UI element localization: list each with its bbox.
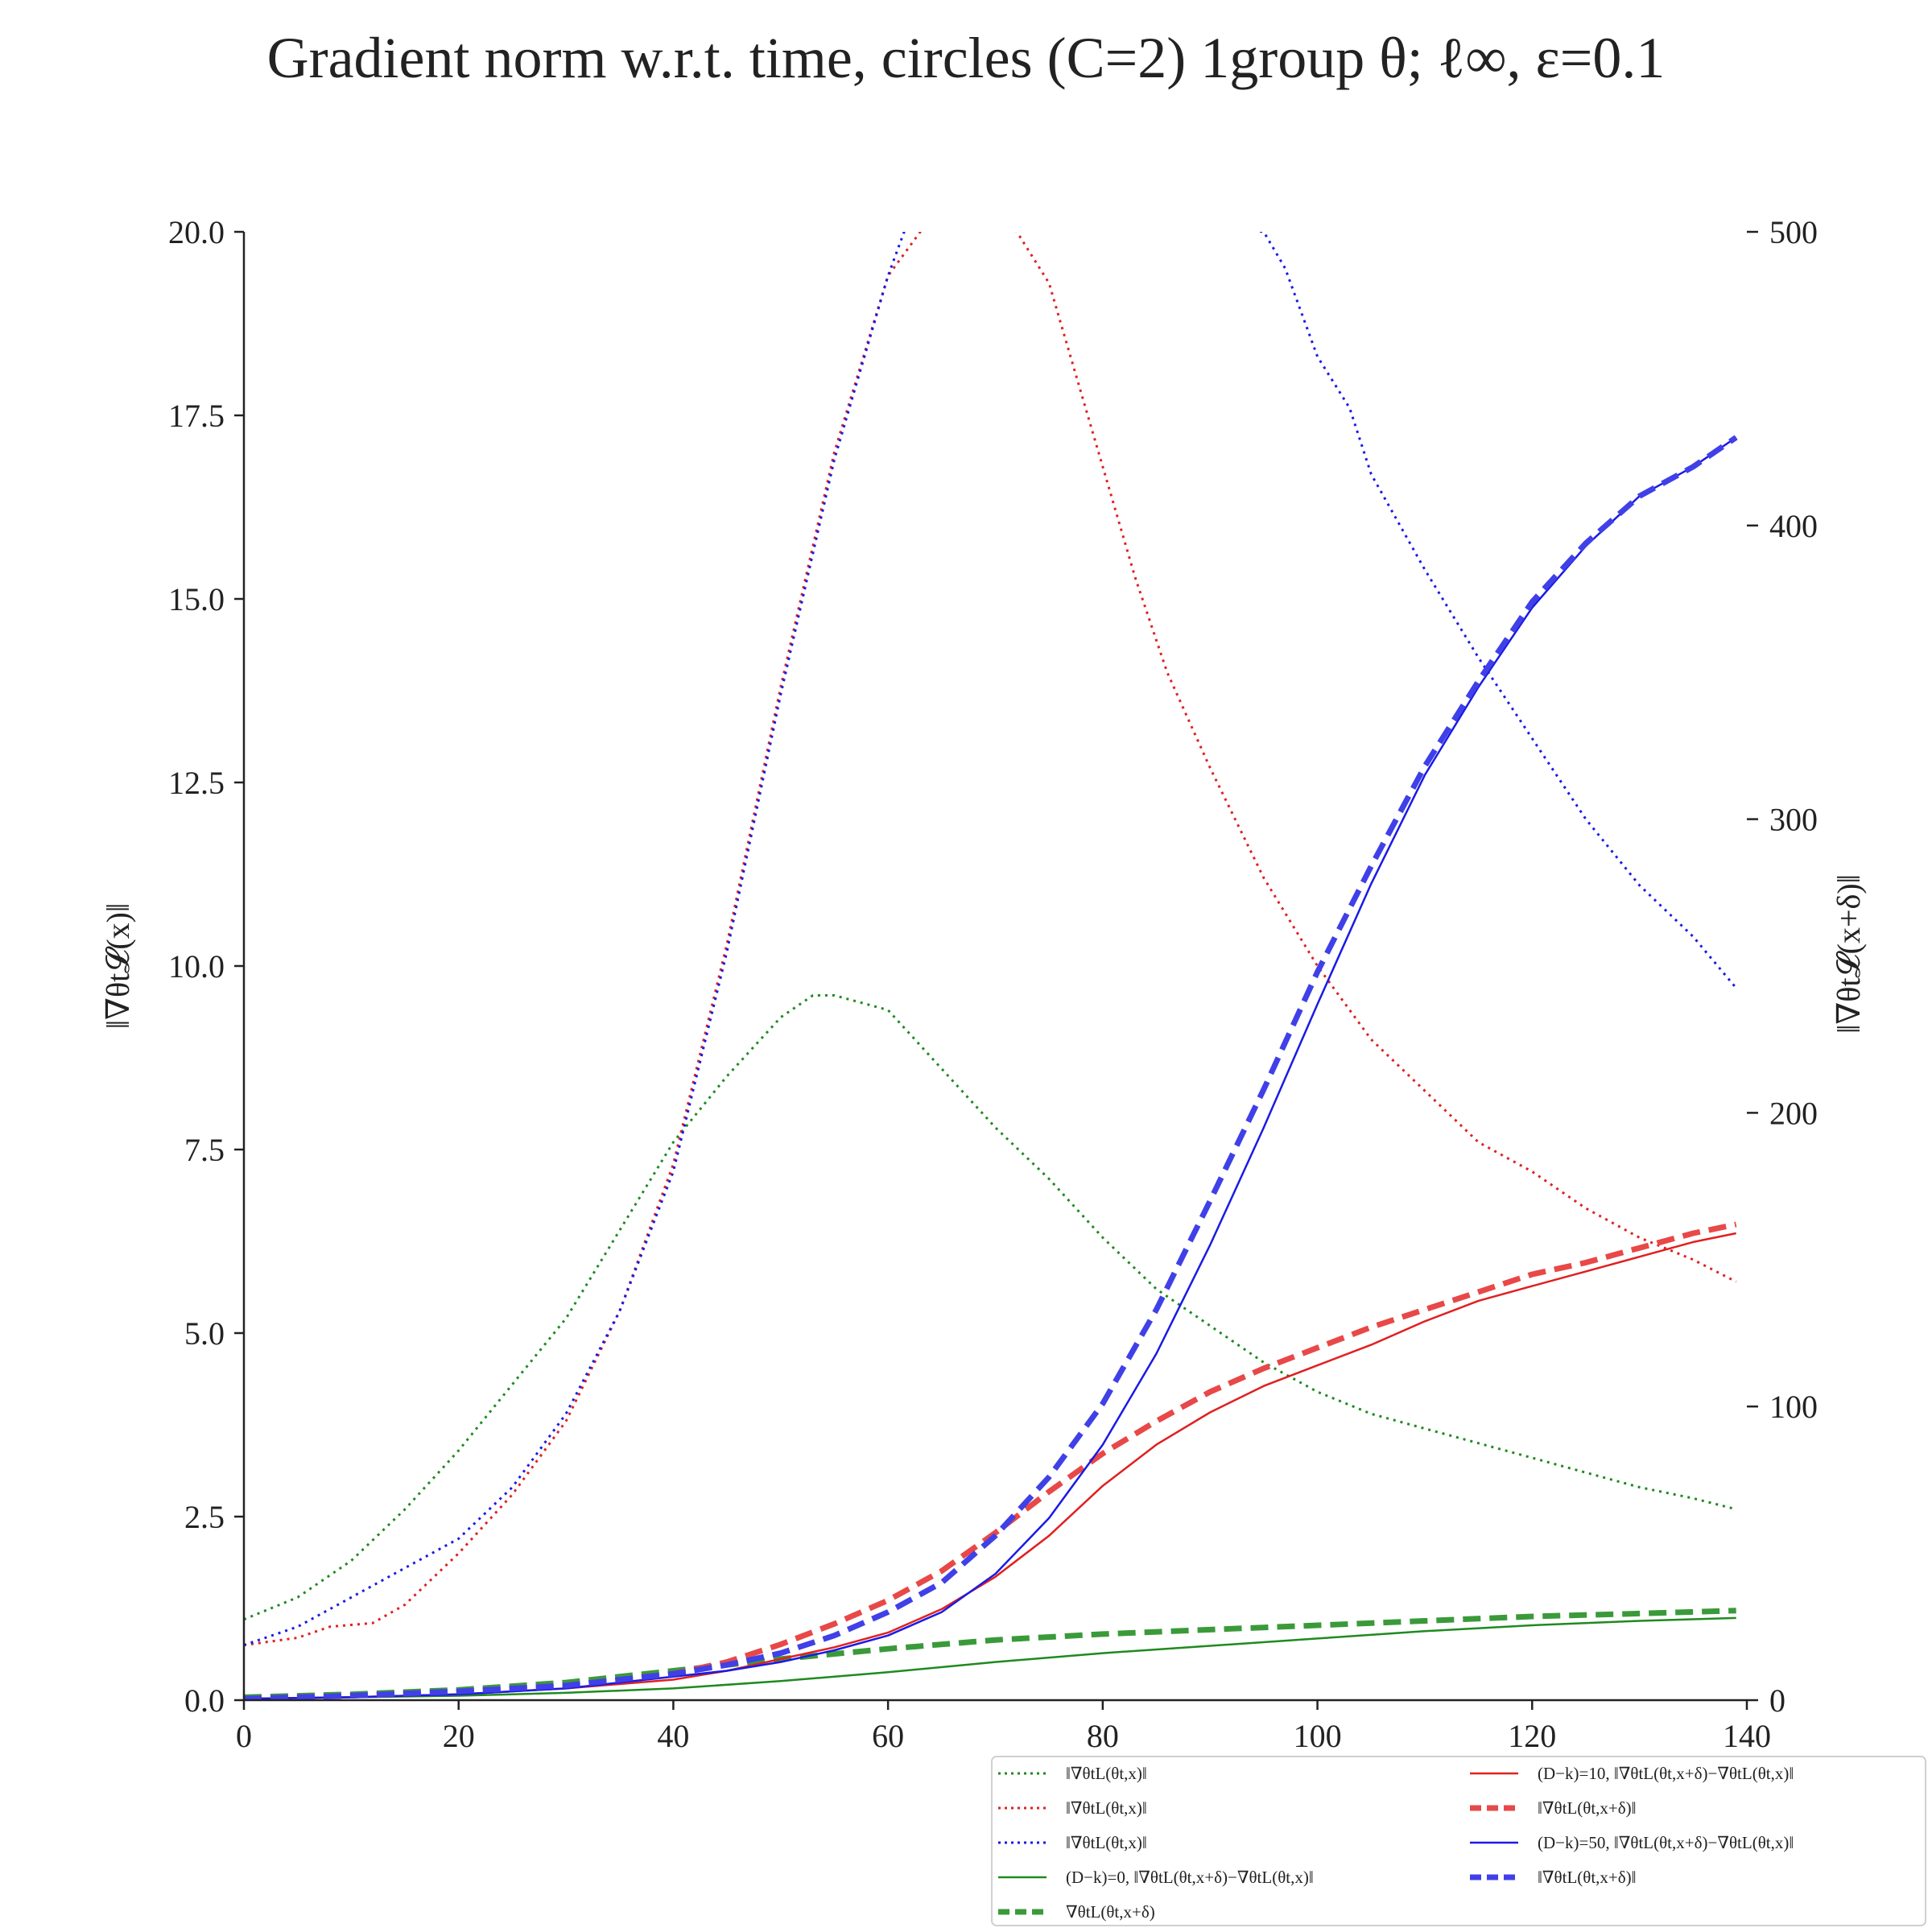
series-line-1 xyxy=(244,994,1737,1621)
y-right-tick-label: 300 xyxy=(1769,802,1818,838)
legend-label: (D−k)=0, ‖∇θtL(θt,x+δ)−∇θtL(θt,x)‖ xyxy=(1066,1868,1314,1887)
legend-label: ‖∇θtL(θt,x+δ)‖ xyxy=(1538,1868,1637,1887)
series-line-7 xyxy=(244,1221,1737,1700)
x-tick-label: 0 xyxy=(236,1718,252,1754)
y-left-tick-label: 20.0 xyxy=(168,214,225,250)
x-tick-label: 100 xyxy=(1294,1718,1342,1754)
y-left-tick-label: 2.5 xyxy=(184,1499,225,1535)
legend-label: ∇θtL(θt,x+δ) xyxy=(1066,1902,1155,1922)
y-right-tick-label: 0 xyxy=(1769,1682,1785,1719)
y-axis-right-label: ‖∇θt𝓛(x+δ)‖ xyxy=(1831,874,1867,1034)
legend-label: ‖∇θtL(θt,x)‖ xyxy=(1066,1833,1147,1852)
axes-layer xyxy=(242,232,1747,1702)
legend-label: (D−k)=10, ‖∇θtL(θt,x+δ)−∇θtL(θt,x)‖ xyxy=(1538,1764,1794,1783)
legend-label: ‖∇θtL(θt,x+δ)‖ xyxy=(1538,1798,1637,1818)
series-line-9 xyxy=(244,435,1738,1700)
y-left-tick-label: 7.5 xyxy=(184,1132,225,1168)
x-ticks: 0 20 40 60 80 100 120 140 xyxy=(236,1700,1771,1754)
series-line-4 xyxy=(244,1616,1736,1700)
y-right-ticks: 0 100 200 300 400 500 xyxy=(1747,214,1818,1719)
y-left-tick-label: 17.5 xyxy=(168,398,225,434)
series-line-5 xyxy=(244,1608,1736,1700)
x-tick-label: 80 xyxy=(1087,1718,1119,1754)
legend: ‖∇θtL(θt,x)‖ ‖∇θtL(θt,x)‖ ‖∇θtL(θt,x)‖ (D−k… xyxy=(991,1756,1926,1926)
legend-label: ‖∇θtL(θt,x)‖ xyxy=(1066,1798,1147,1818)
y-left-tick-label: 5.0 xyxy=(184,1315,225,1352)
y-left-tick-label: 0.0 xyxy=(184,1682,225,1719)
x-tick-label: 20 xyxy=(443,1718,475,1754)
y-axis-left-label: ‖∇θt𝓛(x)‖ xyxy=(100,903,136,1029)
y-right-tick-label: 400 xyxy=(1769,508,1818,544)
y-left-tick-label: 10.0 xyxy=(168,948,225,985)
y-right-tick-label: 100 xyxy=(1769,1389,1818,1425)
y-right-tick-label: 200 xyxy=(1769,1095,1818,1131)
y-left-ticks: 0.0 2.5 5.0 7.5 10.0 12.5 15.0 17.5 20.0 xyxy=(168,214,244,1719)
chart-title: Gradient norm w.r.t. time, circles (C=2)… xyxy=(267,26,1666,90)
x-tick-label: 60 xyxy=(872,1718,904,1754)
legend-frame xyxy=(991,1756,1926,1926)
legend-label: (D−k)=50, ‖∇θtL(θt,x+δ)−∇θtL(θt,x)‖ xyxy=(1538,1833,1794,1852)
y-left-tick-label: 15.0 xyxy=(168,581,225,617)
series-line-3 xyxy=(244,232,1737,1647)
y-right-tick-label: 500 xyxy=(1769,214,1818,250)
x-tick-label: 120 xyxy=(1508,1718,1556,1754)
series-line-8 xyxy=(244,436,1737,1700)
y-left-tick-label: 12.5 xyxy=(168,765,225,801)
x-tick-label: 140 xyxy=(1723,1718,1771,1754)
series-line-6 xyxy=(244,1232,1736,1700)
legend-label: ‖∇θtL(θt,x)‖ xyxy=(1066,1764,1147,1783)
x-tick-label: 40 xyxy=(657,1718,689,1754)
series-layer xyxy=(244,232,1738,1700)
series-line-2 xyxy=(244,232,1737,1647)
